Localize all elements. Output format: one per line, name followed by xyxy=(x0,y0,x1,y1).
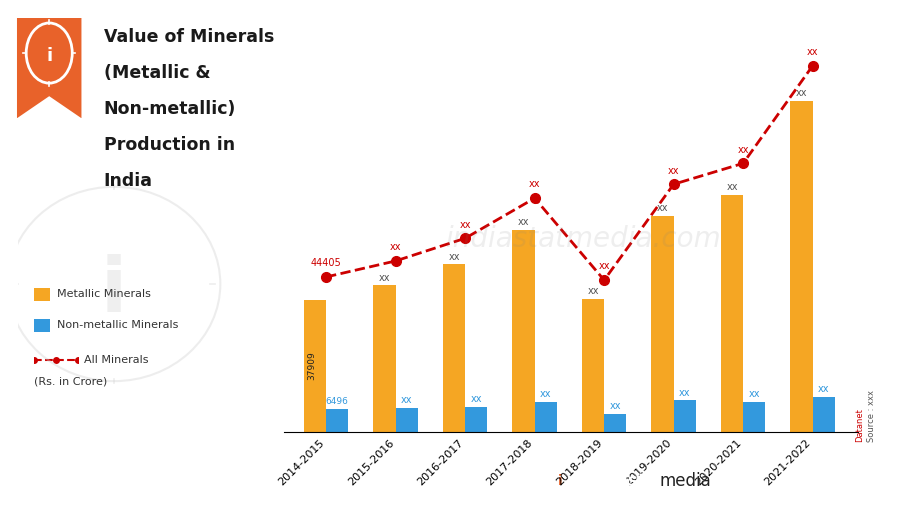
Circle shape xyxy=(505,476,613,485)
Text: i: i xyxy=(46,47,52,65)
Text: xx: xx xyxy=(806,47,817,57)
Text: i: i xyxy=(557,473,562,488)
Bar xyxy=(742,402,765,432)
Text: All Minerals: All Minerals xyxy=(84,355,148,365)
Text: xx: xx xyxy=(459,219,470,230)
Text: xx: xx xyxy=(737,144,748,155)
Text: xx: xx xyxy=(725,182,737,192)
Bar xyxy=(326,409,348,432)
Text: xx: xx xyxy=(817,384,829,394)
Text: (Rs. in Crore): (Rs. in Crore) xyxy=(34,377,107,387)
Bar xyxy=(650,215,673,432)
Text: (Metallic &: (Metallic & xyxy=(104,64,210,82)
Bar xyxy=(581,299,603,432)
Bar xyxy=(465,407,487,432)
Text: xx: xx xyxy=(795,88,806,98)
Text: xx: xx xyxy=(598,262,609,271)
Text: Source : xxx: Source : xxx xyxy=(866,390,875,442)
Text: Non-metallic Minerals: Non-metallic Minerals xyxy=(57,320,178,330)
Text: Datanet: Datanet xyxy=(854,408,863,442)
Text: Value of Minerals: Value of Minerals xyxy=(104,28,274,46)
Text: indiastatmedia.com: indiastatmedia.com xyxy=(445,225,720,253)
Bar xyxy=(534,402,557,432)
Text: xx: xx xyxy=(470,394,482,404)
Text: indiastat: indiastat xyxy=(582,471,665,490)
Bar xyxy=(511,230,534,432)
Bar xyxy=(789,101,812,432)
Bar xyxy=(720,195,742,432)
Polygon shape xyxy=(17,18,81,118)
Text: 44405: 44405 xyxy=(310,258,341,268)
Text: India: India xyxy=(104,172,152,190)
Text: xx: xx xyxy=(447,252,459,262)
Text: xx: xx xyxy=(539,389,551,399)
Bar xyxy=(442,264,465,432)
Text: xx: xx xyxy=(667,166,678,175)
Text: Production in: Production in xyxy=(104,136,235,154)
Text: xx: xx xyxy=(748,389,759,399)
Bar xyxy=(603,414,626,432)
Text: xx: xx xyxy=(586,286,598,297)
Text: xx: xx xyxy=(517,217,529,227)
Bar xyxy=(673,400,695,432)
Text: xx: xx xyxy=(390,242,401,252)
Text: xx: xx xyxy=(378,272,390,283)
Bar xyxy=(395,408,418,432)
Bar xyxy=(373,285,395,432)
Text: i: i xyxy=(101,254,127,328)
Text: xx: xx xyxy=(656,203,667,213)
Text: xx: xx xyxy=(529,179,539,190)
Bar xyxy=(812,397,834,432)
Text: media: media xyxy=(658,471,710,490)
Text: xx: xx xyxy=(400,395,412,405)
Text: Metallic Minerals: Metallic Minerals xyxy=(57,289,151,299)
Text: xx: xx xyxy=(609,401,621,411)
Text: Non-metallic): Non-metallic) xyxy=(104,100,236,118)
Text: xx: xx xyxy=(678,388,690,398)
Bar xyxy=(304,300,326,432)
Text: 37909: 37909 xyxy=(307,351,316,380)
Text: 6496: 6496 xyxy=(326,397,348,407)
